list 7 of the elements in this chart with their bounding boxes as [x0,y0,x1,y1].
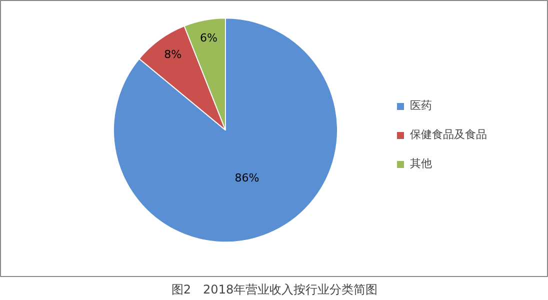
legend-label: 保健食品及食品 [410,127,487,142]
legend-label: 其他 [410,156,432,171]
data-label: 8% [164,48,182,61]
data-label: 86% [234,171,260,184]
data-label: 6% [200,32,218,45]
text: 图2 2018年营业收入按行业分类简图 [171,282,378,296]
legend-label: 医药 [410,98,432,113]
